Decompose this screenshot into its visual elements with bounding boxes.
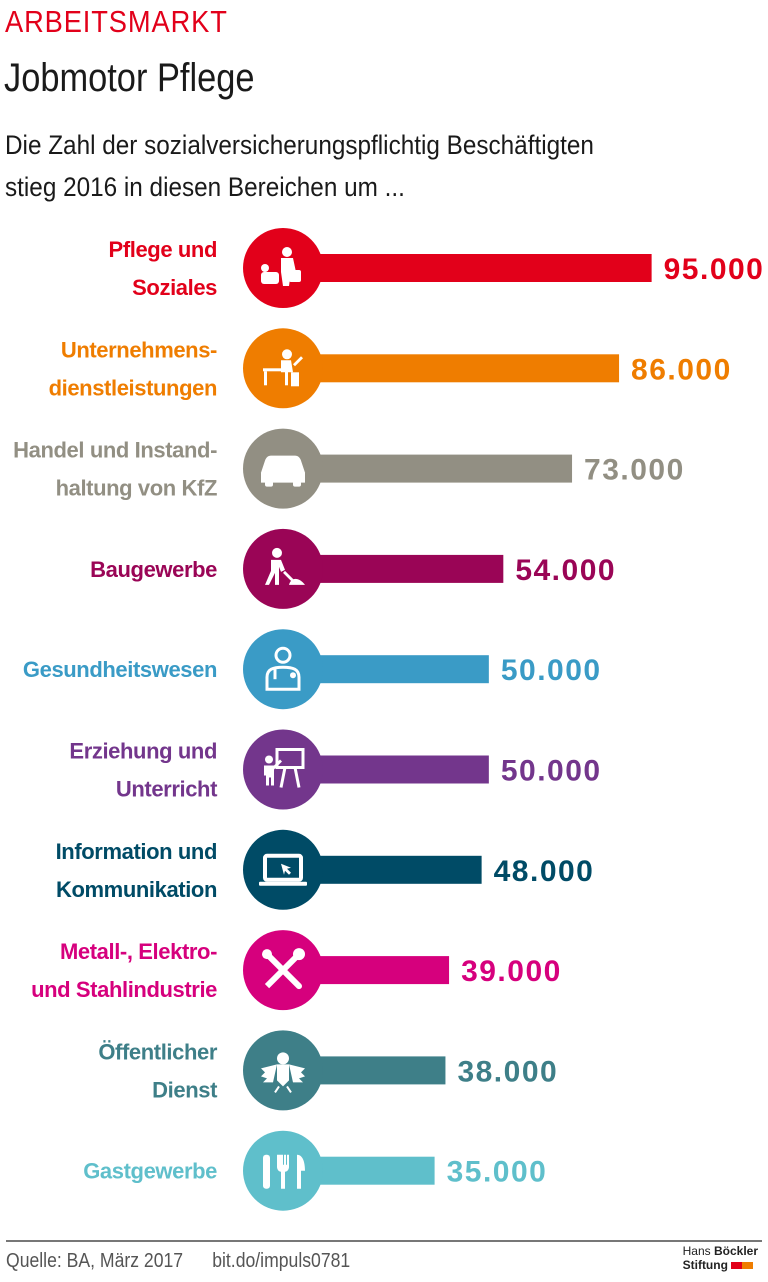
office-worker-icon bbox=[263, 349, 303, 387]
bar-row: 95.000 Pflege und Soziales bbox=[109, 228, 765, 308]
value-label: 86.000 bbox=[631, 353, 732, 386]
value-label: 50.000 bbox=[501, 654, 602, 687]
category-label: Gesundheitswesen bbox=[23, 657, 217, 682]
bar-row: 54.000 Baugewerbe bbox=[90, 528, 616, 609]
bar-row: 35.000 Gastgewerbe bbox=[83, 1130, 548, 1211]
value-label: 54.000 bbox=[515, 554, 616, 587]
category-icon-circle bbox=[243, 729, 323, 810]
bar-row: 38.000 Öffentlicher Dienst bbox=[98, 1030, 558, 1111]
bar bbox=[308, 554, 504, 583]
logo-square-red bbox=[731, 1262, 743, 1270]
subtitle: Die Zahl der sozialversicherungspflichti… bbox=[5, 124, 594, 208]
bar-row: 73.000 Handel und Instand-haltung von KfZ bbox=[13, 428, 685, 509]
logo-text-hans: Hans bbox=[682, 1244, 711, 1258]
category-label: Gastgewerbe bbox=[83, 1159, 217, 1184]
chart-title: Jobmotor Pflege bbox=[4, 56, 255, 100]
value-label: 50.000 bbox=[501, 755, 602, 788]
bar bbox=[308, 755, 489, 784]
bar bbox=[308, 956, 450, 985]
category-label: Information und bbox=[56, 839, 217, 864]
source-note: Quelle: BA, März 2017 bit.do/impuls0781 bbox=[6, 1250, 350, 1273]
bar-row: 39.000 Metall-, Elektro-und Stahlindustri… bbox=[31, 930, 562, 1011]
federal-eagle-icon bbox=[261, 1052, 305, 1093]
tools-icon bbox=[262, 948, 305, 990]
teacher-icon bbox=[264, 748, 305, 788]
category-label: Unterricht bbox=[116, 777, 218, 802]
caregiver-icon bbox=[261, 247, 301, 286]
category-label: Handel und Instand- bbox=[13, 438, 217, 463]
bar bbox=[308, 1156, 435, 1185]
category-label: Soziales bbox=[132, 275, 217, 300]
category-label: Kommunikation bbox=[56, 877, 217, 902]
category-label: Metall-, Elektro- bbox=[60, 939, 217, 964]
logo-text-boeckler: Böckler bbox=[713, 1244, 758, 1258]
car-icon bbox=[261, 455, 305, 487]
laptop-icon bbox=[259, 853, 307, 886]
bar bbox=[308, 254, 652, 282]
value-label: 38.000 bbox=[457, 1055, 558, 1088]
value-label: 39.000 bbox=[461, 955, 562, 988]
category-label: Erziehung und bbox=[69, 739, 217, 764]
category-label: Pflege und bbox=[109, 237, 217, 262]
category-label: Öffentlicher bbox=[98, 1039, 217, 1064]
category-label: und Stahlindustrie bbox=[31, 977, 217, 1002]
cutlery-icon bbox=[263, 1154, 305, 1189]
construction-worker-icon bbox=[265, 547, 305, 585]
value-label: 48.000 bbox=[494, 855, 595, 888]
subtitle-line-1: Die Zahl der sozialversicherungspflichti… bbox=[5, 130, 594, 160]
kicker: ARBEITSMARKT bbox=[5, 4, 228, 39]
bar-row: 86.000 Unternehmens-dienstleistungen bbox=[49, 328, 732, 409]
category-label: Unternehmens- bbox=[61, 337, 217, 362]
category-label: Baugewerbe bbox=[90, 557, 217, 582]
subtitle-line-2: stieg 2016 in diesen Bereichen um ... bbox=[5, 172, 405, 202]
bar-row: 50.000 Gesundheitswesen bbox=[23, 629, 602, 710]
category-label: haltung von KfZ bbox=[56, 476, 217, 501]
bar bbox=[308, 354, 620, 383]
bar bbox=[308, 454, 573, 483]
category-label: dienstleistungen bbox=[49, 375, 217, 400]
bar-chart: 95.000 Pflege und Soziales 86.000 Unternehme… bbox=[13, 228, 765, 1211]
logo-text-stiftung: Stiftung bbox=[682, 1258, 728, 1272]
category-icon-circle bbox=[243, 629, 323, 710]
source-link[interactable]: bit.do/impuls0781 bbox=[212, 1250, 351, 1272]
category-label: Dienst bbox=[152, 1077, 218, 1102]
value-label: 95.000 bbox=[664, 253, 765, 286]
source-text: Quelle: BA, März 2017 bbox=[6, 1250, 184, 1272]
bar bbox=[308, 655, 489, 684]
doctor-icon bbox=[265, 646, 301, 691]
bar-row: 48.000 Information und Kommunikation bbox=[56, 829, 595, 910]
bar bbox=[308, 1056, 446, 1085]
bar-row: 50.000 Erziehung und Unterricht bbox=[69, 729, 602, 810]
logo-square-orange bbox=[742, 1262, 754, 1270]
value-label: 73.000 bbox=[584, 454, 685, 487]
value-label: 35.000 bbox=[447, 1156, 548, 1189]
footer-divider bbox=[6, 1240, 762, 1242]
bar bbox=[308, 855, 482, 884]
hans-boeckler-logo: Hans Böckler Stiftung bbox=[683, 1244, 758, 1272]
